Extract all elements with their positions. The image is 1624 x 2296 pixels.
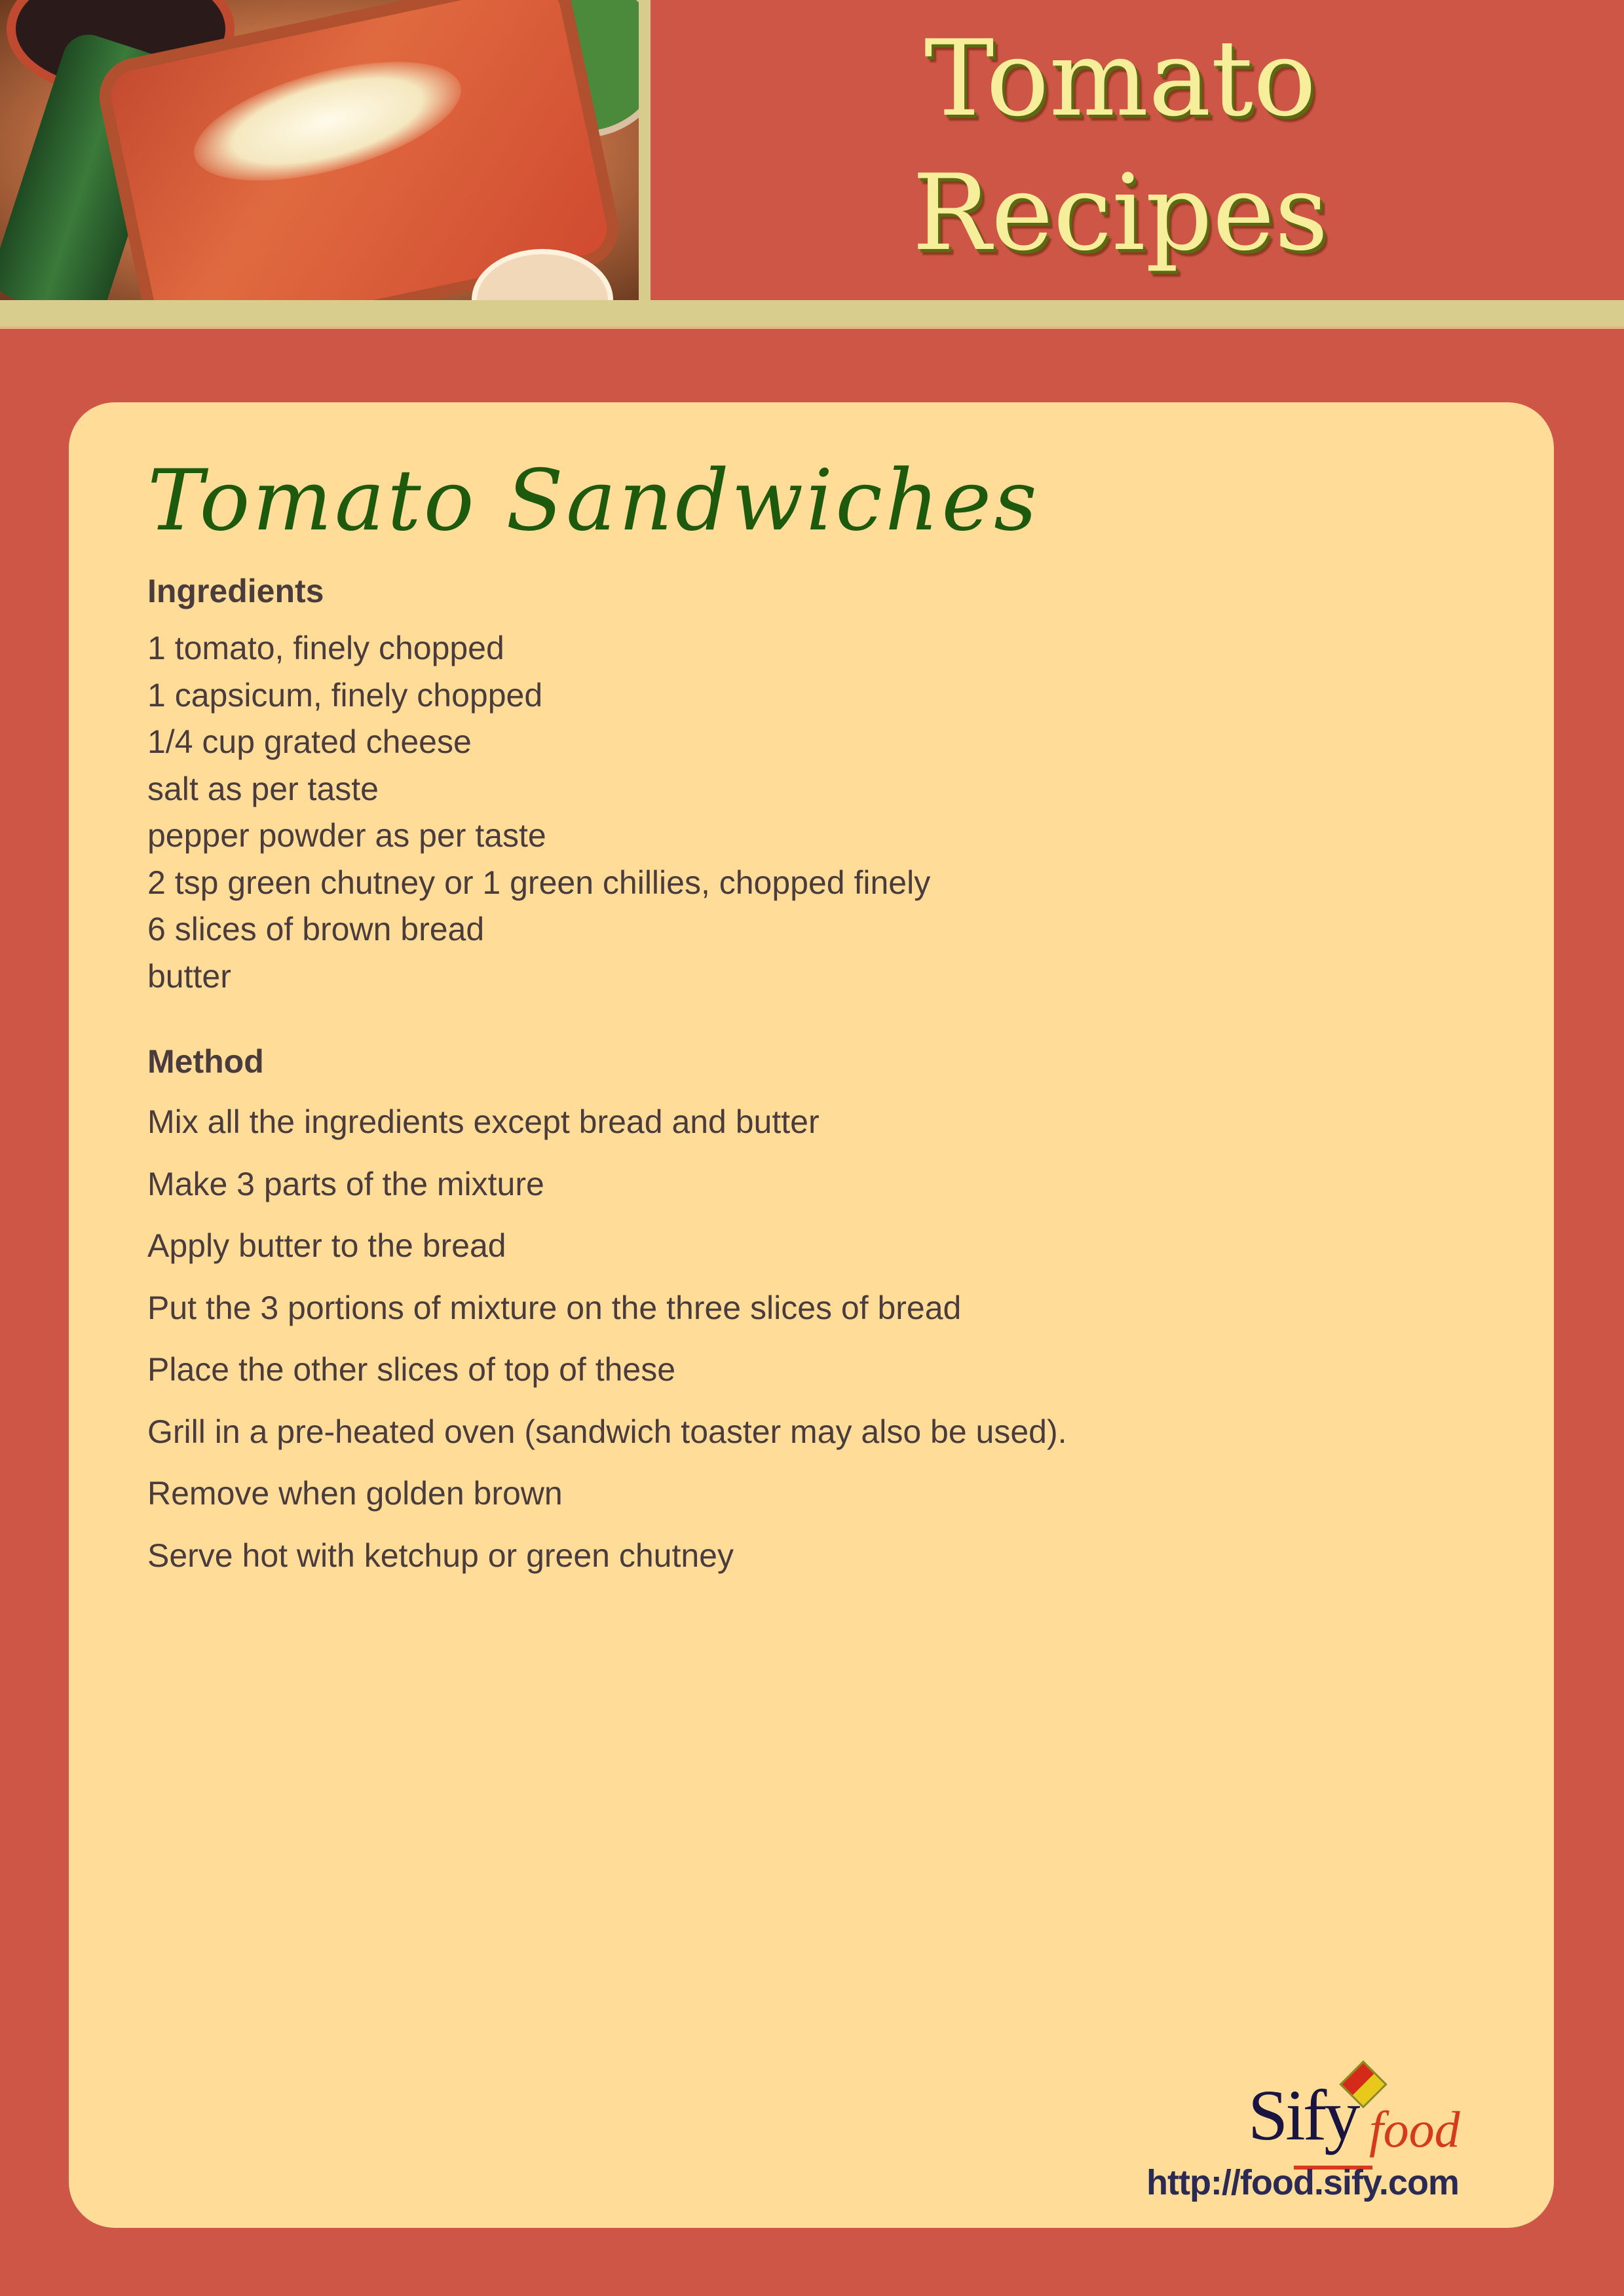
logo-food-text: food <box>1369 2101 1460 2158</box>
ingredient-item: butter <box>147 957 231 995</box>
ingredient-item: 2 tsp green chutney or 1 green chillies,… <box>147 864 931 901</box>
recipe-title: Tomato Sandwiches <box>147 452 1040 550</box>
header-title-line1: Tomato <box>924 17 1317 140</box>
ingredient-item: 1 capsicum, finely chopped <box>147 676 543 714</box>
site-url[interactable]: http://food.sify.com <box>1146 2163 1460 2202</box>
ingredient-item: pepper powder as per taste <box>147 817 546 854</box>
method-heading: Method <box>147 1043 264 1080</box>
ingredient-item: 1/4 cup grated cheese <box>147 723 472 760</box>
method-step: Place the other slices of top of these <box>147 1351 676 1388</box>
method-step: Apply butter to the bread <box>147 1227 506 1264</box>
food-photo <box>0 0 649 300</box>
logo-sify-text: Sify <box>1248 2075 1360 2155</box>
ingredient-item: salt as per taste <box>147 770 379 807</box>
ingredients-heading: Ingredients <box>147 573 324 609</box>
method-step: Put the 3 portions of mixture on the thr… <box>147 1289 962 1326</box>
method-step: Grill in a pre-heated oven (sandwich toa… <box>147 1413 1067 1450</box>
ingredient-item: 6 slices of brown bread <box>147 911 485 947</box>
method-step: Remove when golden brown <box>147 1475 563 1512</box>
method-step: Mix all the ingredients except bread and… <box>147 1103 820 1140</box>
photo-border <box>639 0 651 300</box>
logo-underline <box>1294 2166 1372 2170</box>
recipe-card <box>69 402 1554 2228</box>
ingredient-item: 1 tomato, finely chopped <box>147 630 504 666</box>
header-title-line2: Recipes <box>912 151 1329 274</box>
sify-food-logo: Sify food <box>1238 2051 1487 2170</box>
method-step: Make 3 parts of the mixture <box>147 1165 544 1202</box>
method-step: Serve hot with ketchup or green chutney <box>147 1537 734 1574</box>
header-stripe <box>0 300 1624 329</box>
